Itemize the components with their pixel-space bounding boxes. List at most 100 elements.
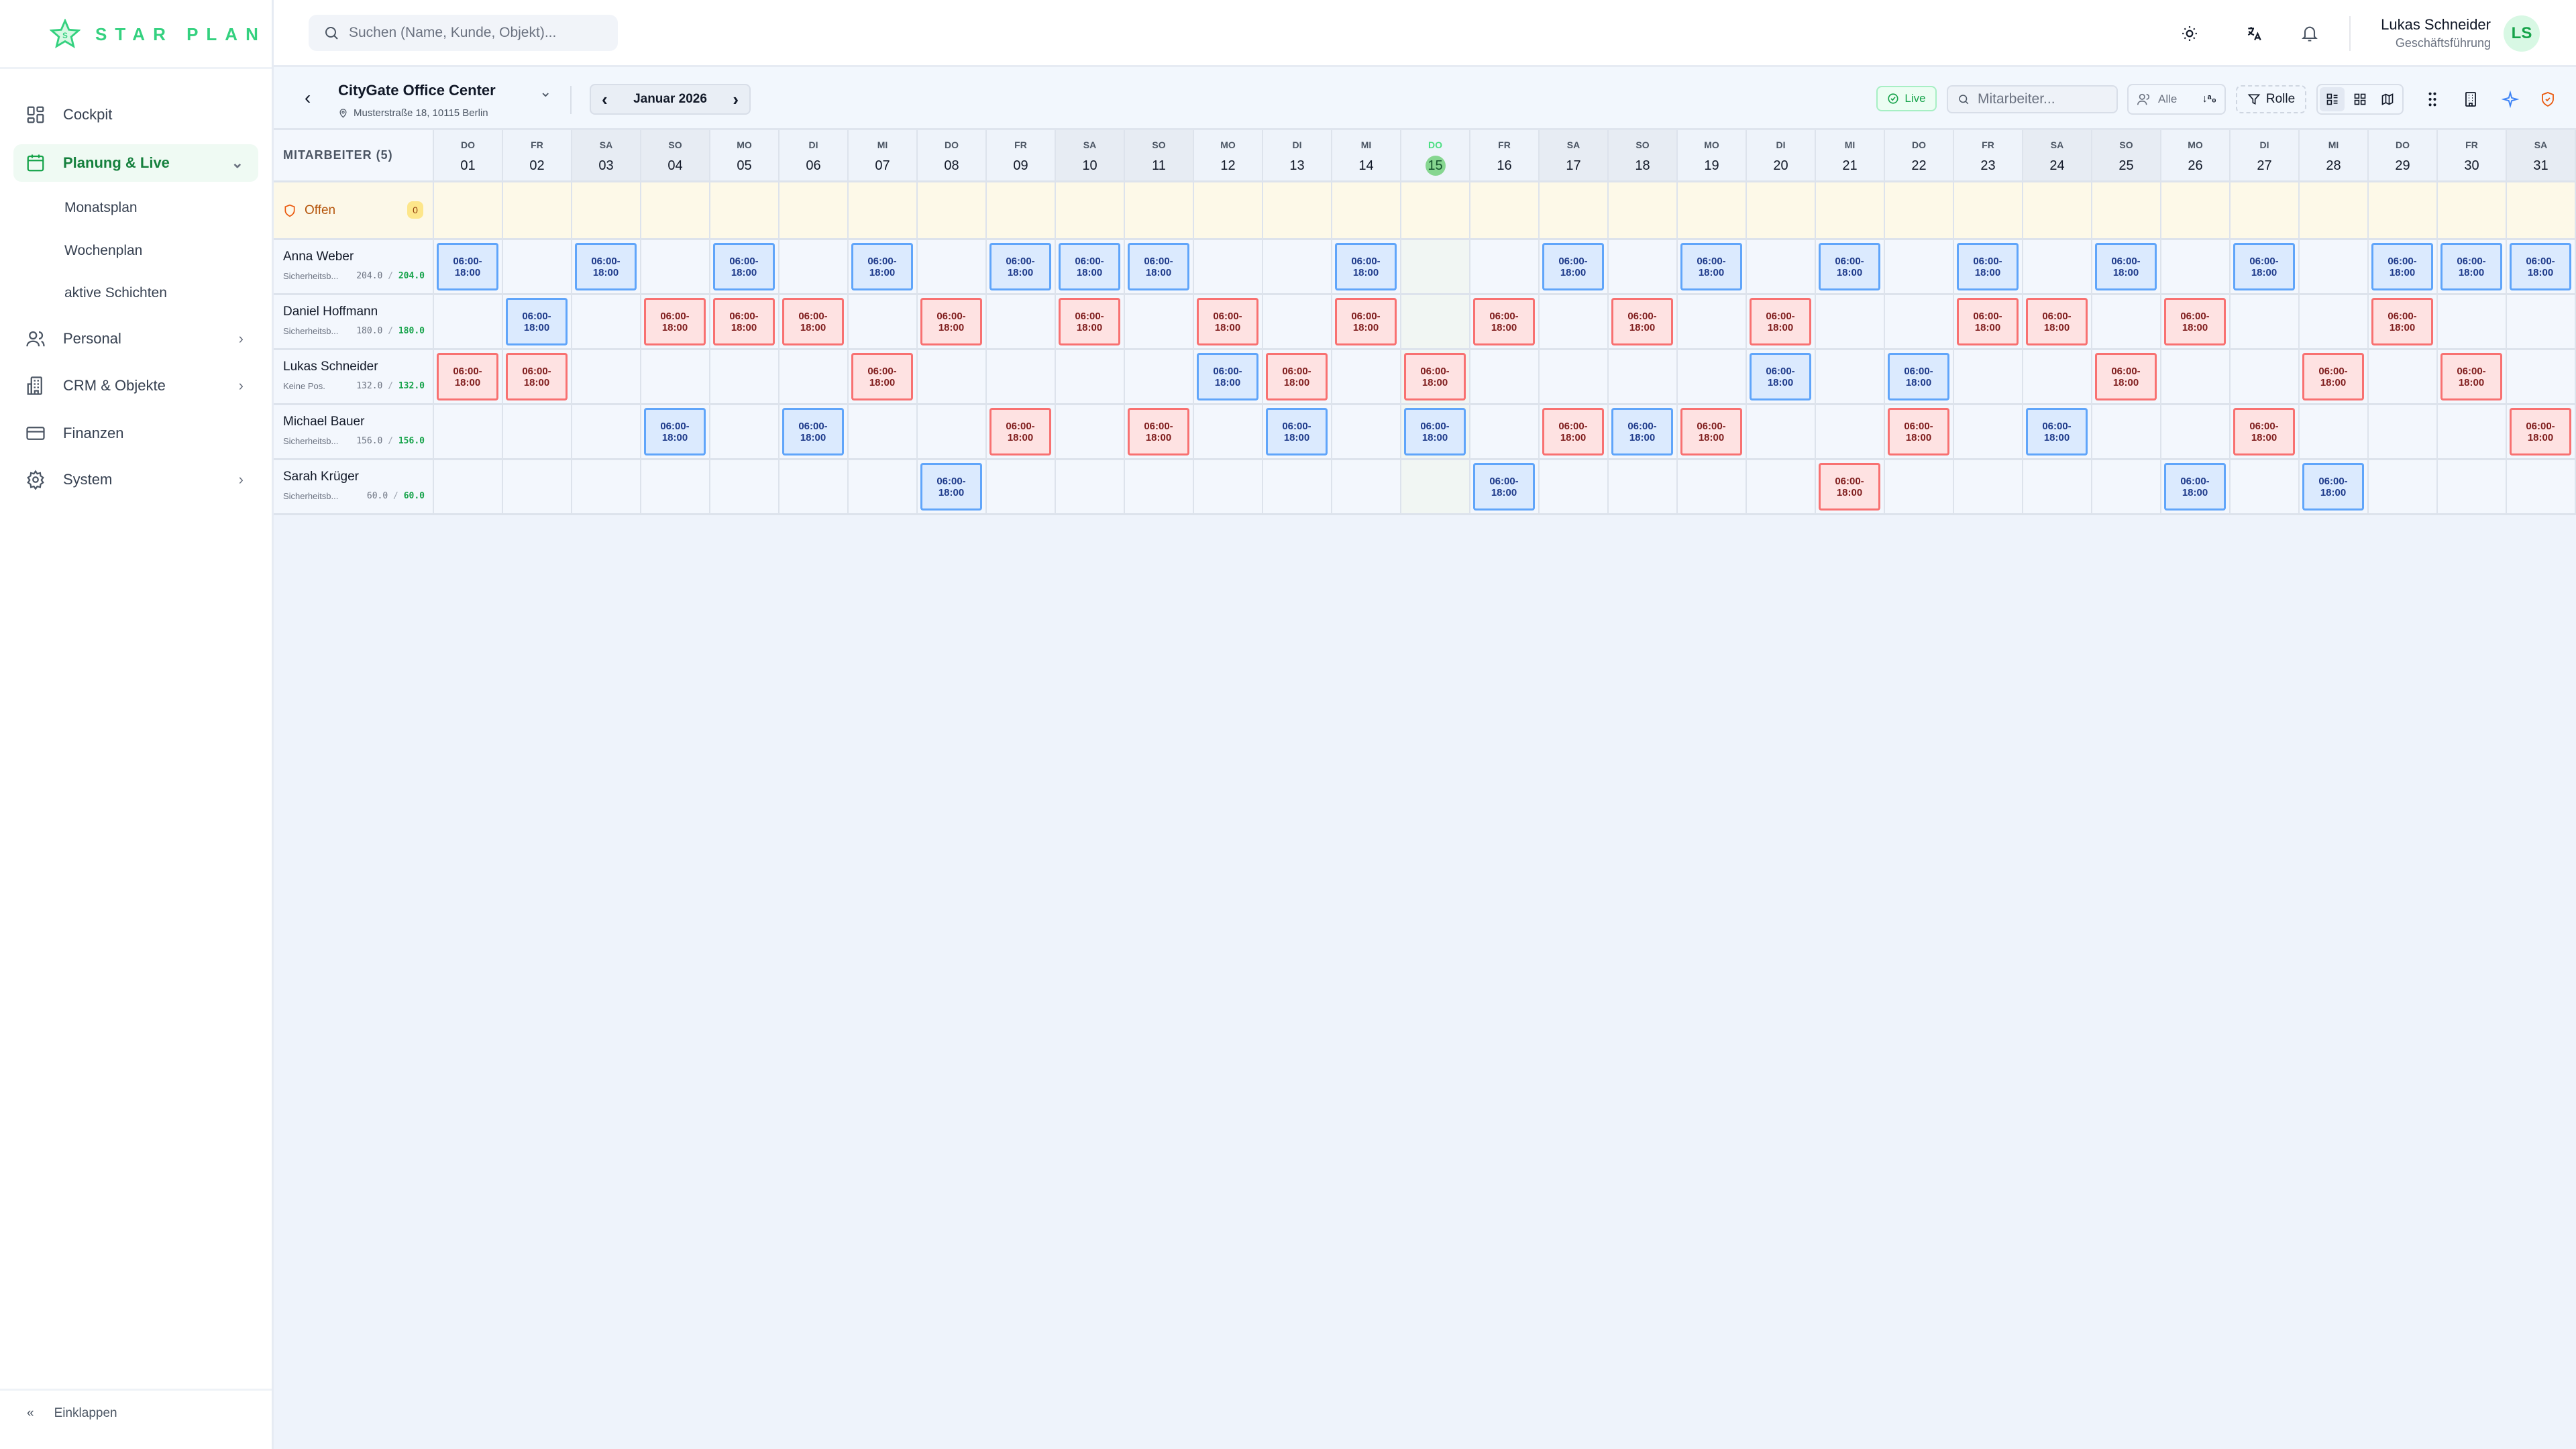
shift-block-blue[interactable]: 06:00-18:00 xyxy=(2302,463,2364,511)
shift-block-red[interactable]: 06:00-18:00 xyxy=(713,298,775,345)
open-shift-cell[interactable] xyxy=(503,182,572,238)
schedule-cell[interactable]: 06:00-18:00 xyxy=(2161,460,2231,513)
schedule-cell[interactable]: 06:00-18:00 xyxy=(1816,240,1885,293)
shift-block-blue[interactable]: 06:00-18:00 xyxy=(1888,353,1949,400)
schedule-cell[interactable]: 06:00-18:00 xyxy=(1540,240,1609,293)
schedule-cell[interactable] xyxy=(1401,295,1470,348)
schedule-cell[interactable]: 06:00-18:00 xyxy=(849,350,918,403)
open-shift-cell[interactable] xyxy=(2161,182,2231,238)
shift-block-blue[interactable]: 06:00-18:00 xyxy=(1128,243,1189,290)
schedule-cell[interactable]: 06:00-18:00 xyxy=(2369,295,2438,348)
open-shift-cell[interactable] xyxy=(987,182,1056,238)
open-shift-cell[interactable] xyxy=(1885,182,1954,238)
shift-block-blue[interactable]: 06:00-18:00 xyxy=(644,408,706,455)
schedule-cell[interactable]: 06:00-18:00 xyxy=(1056,240,1125,293)
user-menu[interactable]: Lukas Schneider Geschäftsführung xyxy=(2381,16,2491,50)
schedule-cell[interactable]: 06:00-18:00 xyxy=(1332,240,1401,293)
schedule-cell[interactable]: 06:00-18:00 xyxy=(1816,460,1885,513)
drag-handle-button[interactable] xyxy=(2420,87,2445,111)
open-shift-cell[interactable] xyxy=(2507,182,2576,238)
open-shift-cell[interactable] xyxy=(1747,182,1816,238)
open-shift-cell[interactable] xyxy=(2300,182,2369,238)
shift-block-red[interactable]: 06:00-18:00 xyxy=(2026,298,2088,345)
shift-block-red[interactable]: 06:00-18:00 xyxy=(1266,353,1328,400)
schedule-cell[interactable] xyxy=(1609,350,1678,403)
schedule-cell[interactable] xyxy=(2092,460,2161,513)
schedule-cell[interactable]: 06:00-18:00 xyxy=(1747,350,1816,403)
shift-block-blue[interactable]: 06:00-18:00 xyxy=(1404,408,1466,455)
schedule-cell[interactable]: 06:00-18:00 xyxy=(2023,295,2092,348)
schedule-cell[interactable]: 06:00-18:00 xyxy=(2092,240,2161,293)
grid-view-button[interactable] xyxy=(2347,87,2372,111)
next-month-button[interactable]: › xyxy=(733,89,739,109)
sidebar-item-crm[interactable]: CRM & Objekte › xyxy=(13,367,258,405)
schedule-cell[interactable] xyxy=(2231,350,2300,403)
role-filter-button[interactable]: Rolle xyxy=(2236,85,2306,113)
schedule-cell[interactable]: 06:00-18:00 xyxy=(849,240,918,293)
day-header-20[interactable]: DI 20 xyxy=(1747,130,1816,180)
schedule-cell[interactable] xyxy=(641,460,710,513)
schedule-cell[interactable]: 06:00-18:00 xyxy=(503,350,572,403)
logo[interactable]: S STAR PLAN xyxy=(50,19,266,50)
shift-block-red[interactable]: 06:00-18:00 xyxy=(1059,298,1120,345)
schedule-cell[interactable] xyxy=(1332,350,1401,403)
open-shift-cell[interactable] xyxy=(1125,182,1194,238)
schedule-cell[interactable] xyxy=(1332,405,1401,458)
open-shift-cell[interactable] xyxy=(572,182,641,238)
employee-name-cell[interactable]: Michael Bauer Sicherheitsb... 156.0 / 156.… xyxy=(274,405,434,458)
schedule-cell[interactable]: 06:00-18:00 xyxy=(434,350,503,403)
shift-block-blue[interactable]: 06:00-18:00 xyxy=(2371,243,2433,290)
schedule-cell[interactable]: 06:00-18:00 xyxy=(987,240,1056,293)
shift-block-blue[interactable]: 06:00-18:00 xyxy=(1819,243,1880,290)
schedule-cell[interactable] xyxy=(710,350,780,403)
schedule-cell[interactable]: 06:00-18:00 xyxy=(641,405,710,458)
schedule-cell[interactable] xyxy=(1678,460,1747,513)
schedule-cell[interactable] xyxy=(1954,405,2023,458)
schedule-cell[interactable]: 06:00-18:00 xyxy=(1470,295,1540,348)
schedule-cell[interactable] xyxy=(1609,240,1678,293)
schedule-cell[interactable] xyxy=(1885,295,1954,348)
schedule-cell[interactable] xyxy=(2023,240,2092,293)
day-header-21[interactable]: MI 21 xyxy=(1816,130,1885,180)
sidebar-item-personal[interactable]: Personal › xyxy=(13,320,258,358)
schedule-cell[interactable] xyxy=(1540,460,1609,513)
shift-block-blue[interactable]: 06:00-18:00 xyxy=(2026,408,2088,455)
shift-block-blue[interactable]: 06:00-18:00 xyxy=(437,243,498,290)
employee-name-cell[interactable]: Sarah Krüger Sicherheitsb... 60.0 / 60.0 xyxy=(274,460,434,513)
open-shift-cell[interactable] xyxy=(641,182,710,238)
day-header-25[interactable]: SO 25 xyxy=(2092,130,2161,180)
schedule-cell[interactable] xyxy=(1401,240,1470,293)
sidebar-subitem-monatsplan[interactable]: Monatsplan xyxy=(64,200,138,215)
shift-block-blue[interactable]: 06:00-18:00 xyxy=(782,408,844,455)
schedule-cell[interactable]: 06:00-18:00 xyxy=(434,240,503,293)
schedule-cell[interactable]: 06:00-18:00 xyxy=(1125,405,1194,458)
open-shift-cell[interactable] xyxy=(849,182,918,238)
theme-toggle-button[interactable] xyxy=(2176,20,2203,47)
open-shift-cell[interactable] xyxy=(2092,182,2161,238)
schedule-cell[interactable] xyxy=(1056,405,1125,458)
day-header-29[interactable]: DO 29 xyxy=(2369,130,2438,180)
schedule-cell[interactable]: 06:00-18:00 xyxy=(2092,350,2161,403)
day-header-16[interactable]: FR 16 xyxy=(1470,130,1540,180)
employee-name-cell[interactable]: Daniel Hoffmann Sicherheitsb... 180.0 / 18… xyxy=(274,295,434,348)
shift-block-red[interactable]: 06:00-18:00 xyxy=(437,353,498,400)
schedule-cell[interactable] xyxy=(434,460,503,513)
shift-block-red[interactable]: 06:00-18:00 xyxy=(1404,353,1466,400)
schedule-cell[interactable] xyxy=(780,350,849,403)
open-shift-cell[interactable] xyxy=(1816,182,1885,238)
schedule-cell[interactable] xyxy=(849,405,918,458)
shift-block-blue[interactable]: 06:00-18:00 xyxy=(1197,353,1258,400)
schedule-cell[interactable]: 06:00-18:00 xyxy=(2300,460,2369,513)
schedule-cell[interactable] xyxy=(849,460,918,513)
shift-block-blue[interactable]: 06:00-18:00 xyxy=(851,243,913,290)
day-header-11[interactable]: SO 11 xyxy=(1125,130,1194,180)
schedule-cell[interactable] xyxy=(1747,405,1816,458)
schedule-cell[interactable] xyxy=(1470,405,1540,458)
sidebar-item-system[interactable]: System › xyxy=(13,461,258,498)
day-header-19[interactable]: MO 19 xyxy=(1678,130,1747,180)
object-button[interactable] xyxy=(2459,87,2483,111)
schedule-cell[interactable]: 06:00-18:00 xyxy=(2438,350,2507,403)
schedule-cell[interactable] xyxy=(1194,405,1263,458)
shift-block-blue[interactable]: 06:00-18:00 xyxy=(920,463,982,511)
open-shift-cell[interactable] xyxy=(1609,182,1678,238)
